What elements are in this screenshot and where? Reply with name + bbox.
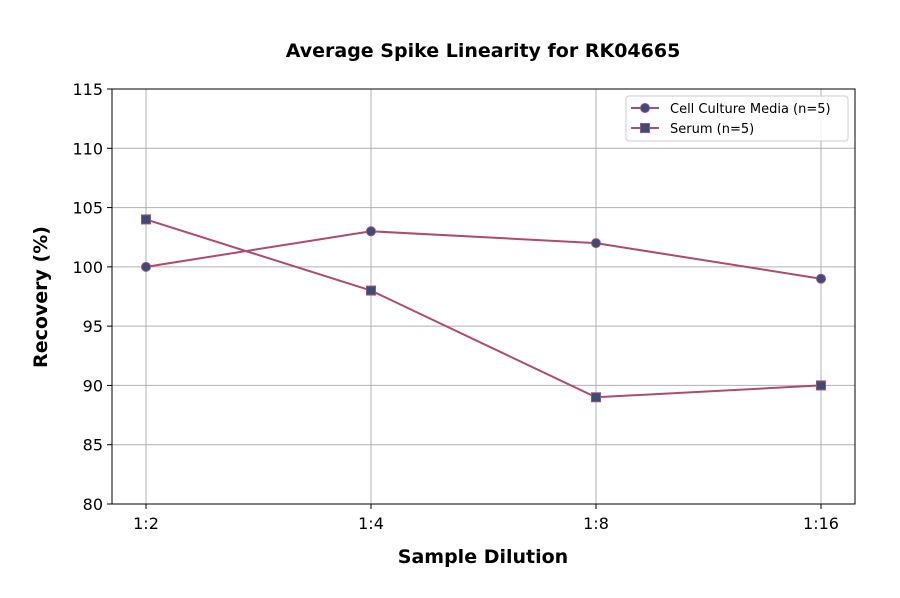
legend-marker-cell-culture-media — [640, 103, 650, 113]
x-axis-label: Sample Dilution — [398, 546, 568, 568]
y-tick-label: 85 — [83, 436, 103, 455]
y-tick-label: 105 — [72, 199, 103, 218]
y-tick-label: 115 — [72, 80, 103, 99]
y-tick-label: 100 — [72, 258, 103, 277]
cell-culture-media-point — [141, 261, 151, 272]
y-tick-label: 95 — [83, 317, 103, 336]
serum-point — [816, 380, 826, 391]
y-tick-label: 90 — [83, 376, 103, 395]
y-tick-label: 110 — [72, 139, 103, 158]
x-tick-label: 1:2 — [133, 514, 159, 533]
serum-point — [366, 285, 376, 296]
x-tick-label: 1:16 — [803, 514, 839, 533]
x-tick-label: 1:4 — [358, 514, 384, 533]
y-axis-label: Recovery (%) — [30, 226, 52, 368]
legend-box — [625, 95, 849, 142]
cell-culture-media-line — [145, 230, 822, 280]
x-tick-label: 1:8 — [583, 514, 609, 533]
legend: Cell Culture Media (n=5) Serum (n=5) — [625, 95, 849, 142]
legend-label-serum: Serum (n=5) — [670, 122, 754, 137]
legend-marker-serum — [640, 123, 650, 133]
serum-line — [145, 218, 822, 399]
cell-culture-media-point — [816, 273, 826, 284]
serum-point — [591, 392, 601, 403]
plot-frame — [111, 88, 856, 505]
chart-title: Average Spike Linearity for RK04665 — [286, 40, 681, 62]
legend-label-cell-culture-media: Cell Culture Media (n=5) — [670, 102, 831, 117]
cell-culture-media-point — [366, 226, 376, 237]
cell-culture-media-point — [591, 238, 601, 249]
y-tick-label: 80 — [83, 495, 103, 514]
serum-point — [141, 214, 151, 225]
